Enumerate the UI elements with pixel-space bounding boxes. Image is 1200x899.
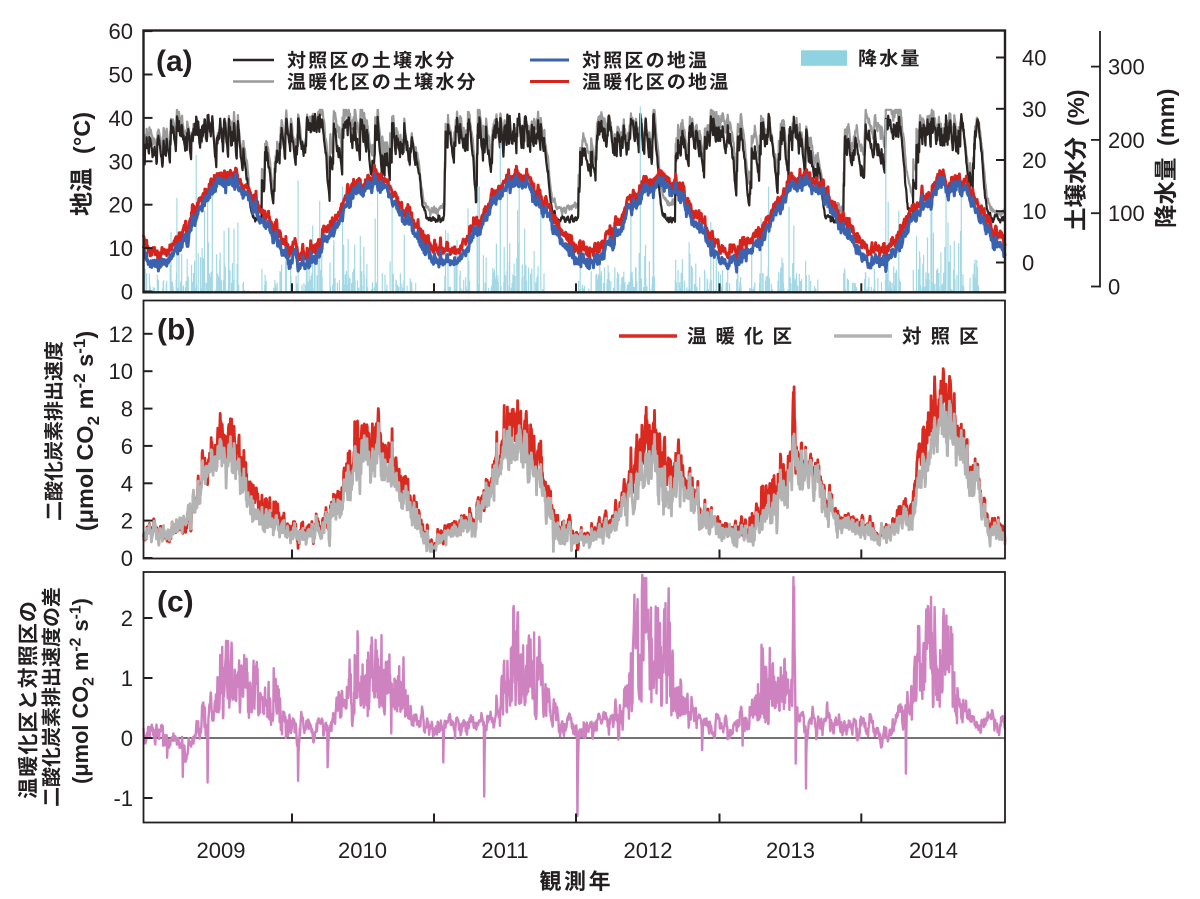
- svg-text:40: 40: [1022, 46, 1046, 71]
- svg-text:(μmol CO2 m-2 s-1): (μmol CO2 m-2 s-1): [70, 331, 103, 531]
- svg-text:0: 0: [1022, 251, 1034, 276]
- svg-text:(b): (b): [157, 314, 195, 347]
- svg-text:200: 200: [1108, 128, 1145, 153]
- svg-text:2012: 2012: [624, 838, 673, 863]
- svg-text:10: 10: [109, 236, 133, 261]
- svg-text:(°C): (°C): [69, 112, 95, 154]
- svg-text:0: 0: [121, 546, 133, 571]
- svg-text:50: 50: [109, 63, 133, 88]
- svg-text:300: 300: [1108, 55, 1145, 80]
- svg-text:30: 30: [109, 149, 133, 174]
- svg-text:60: 60: [109, 19, 133, 44]
- svg-text:0: 0: [121, 280, 133, 305]
- svg-text:10: 10: [109, 359, 133, 384]
- svg-text:6: 6: [121, 434, 133, 459]
- svg-text:-1: -1: [113, 786, 133, 811]
- svg-text:(a): (a): [156, 45, 193, 78]
- svg-text:2: 2: [121, 606, 133, 631]
- svg-text:12: 12: [109, 322, 133, 347]
- svg-text:2014: 2014: [909, 838, 958, 863]
- svg-text:(%): (%): [1063, 89, 1089, 126]
- svg-text:20: 20: [109, 193, 133, 218]
- svg-text:30: 30: [1022, 97, 1046, 122]
- svg-text:(c): (c): [157, 586, 194, 619]
- svg-text:40: 40: [109, 106, 133, 131]
- svg-text:100: 100: [1108, 201, 1145, 226]
- svg-text:(μmol CO2 m-2 s-1): (μmol CO2 m-2 s-1): [68, 598, 98, 784]
- svg-text:0: 0: [1108, 275, 1120, 300]
- svg-text:2009: 2009: [197, 838, 246, 863]
- svg-text:1: 1: [121, 666, 133, 691]
- svg-text:0: 0: [121, 726, 133, 751]
- svg-text:2011: 2011: [481, 838, 528, 863]
- svg-text:2010: 2010: [338, 838, 387, 863]
- svg-text:(mm): (mm): [1153, 89, 1179, 146]
- svg-text:4: 4: [121, 471, 133, 496]
- svg-text:2: 2: [121, 509, 133, 534]
- svg-text:20: 20: [1022, 148, 1046, 173]
- svg-text:2013: 2013: [766, 838, 815, 863]
- svg-text:10: 10: [1022, 199, 1046, 224]
- svg-text:8: 8: [121, 397, 133, 422]
